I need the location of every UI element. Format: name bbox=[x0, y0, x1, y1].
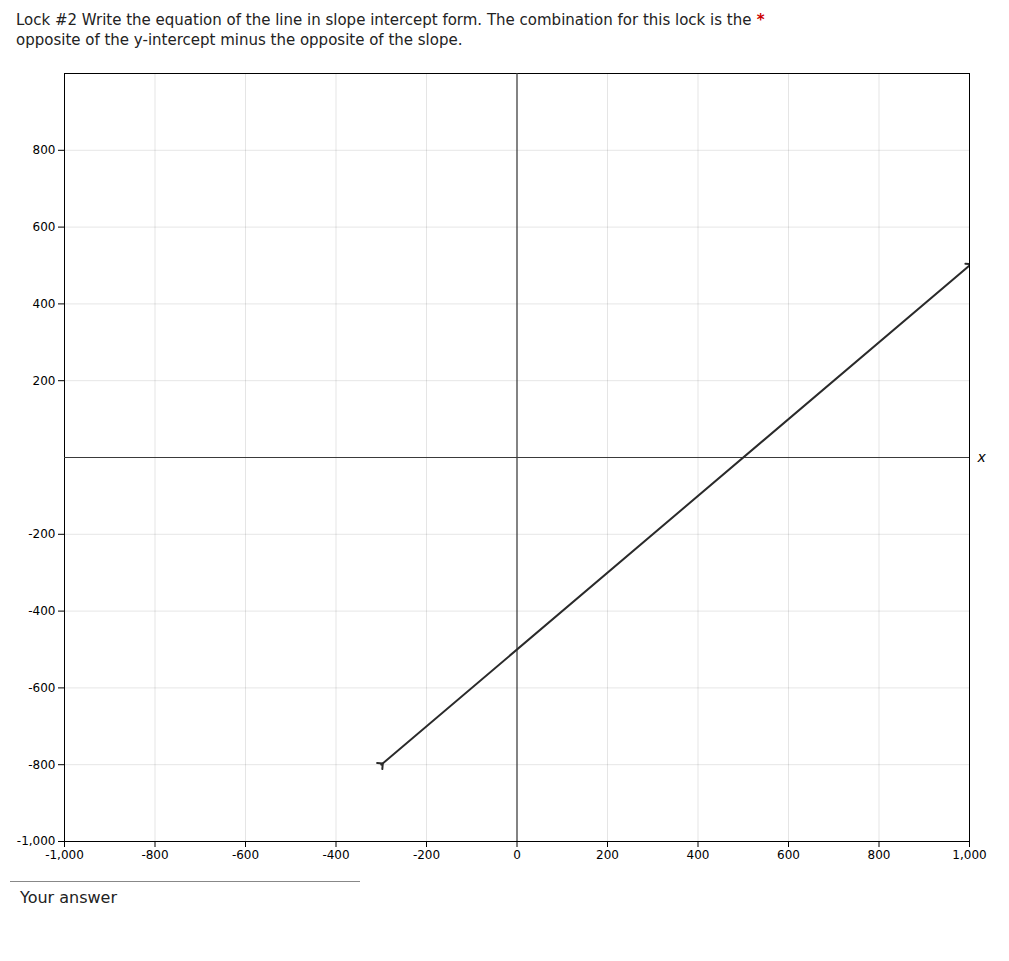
svg-text:-800: -800 bbox=[28, 757, 55, 771]
svg-text:-1,000: -1,000 bbox=[45, 848, 84, 862]
html-text:Lock #2 Write the equation of: Lock #2 Write the equation of the line i… bbox=[16, 11, 765, 29]
html-text:Your answer: Your answer bbox=[20, 887, 117, 907]
svg-text:-200: -200 bbox=[413, 848, 440, 862]
svg-text:-1,000: -1,000 bbox=[17, 834, 56, 848]
svg-text:-200: -200 bbox=[28, 527, 55, 541]
html-text:opposite of the y-intercept mi: opposite of the y-intercept minus the op… bbox=[16, 31, 463, 50]
svg-text:x: x bbox=[977, 448, 987, 464]
svg-text:600: 600 bbox=[33, 219, 56, 233]
svg-text:0: 0 bbox=[513, 848, 521, 862]
svg-text:400: 400 bbox=[687, 848, 710, 862]
svg-text:800: 800 bbox=[33, 143, 56, 157]
svg-text:200: 200 bbox=[33, 373, 56, 387]
svg-text:400: 400 bbox=[33, 296, 56, 310]
svg-text:200: 200 bbox=[596, 848, 619, 862]
svg-text:-800: -800 bbox=[141, 848, 168, 862]
svg-text:600: 600 bbox=[777, 848, 800, 862]
svg-text:-600: -600 bbox=[232, 848, 259, 862]
svg-text:-400: -400 bbox=[322, 848, 349, 862]
svg-text:-400: -400 bbox=[28, 603, 55, 617]
svg-text:1,000: 1,000 bbox=[952, 848, 986, 862]
svg-text:800: 800 bbox=[868, 848, 891, 862]
svg-text:-600: -600 bbox=[28, 680, 55, 694]
